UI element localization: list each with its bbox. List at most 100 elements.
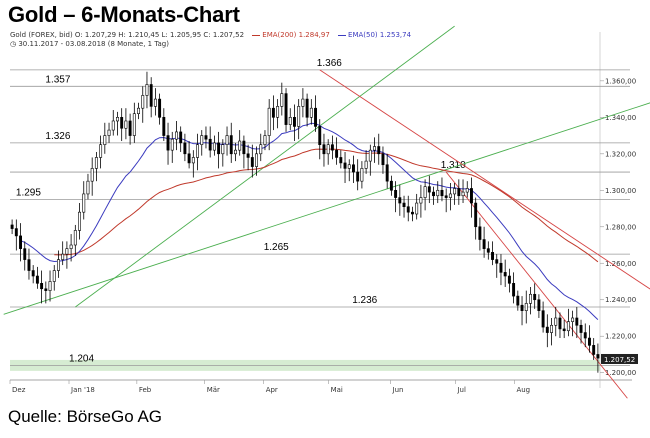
candle-body <box>457 188 461 197</box>
chart-legend: Gold (FOREX, bid) O: 1.207,29 H: 1.210,4… <box>10 31 411 39</box>
candle-body <box>23 248 27 260</box>
y-tick-label: 1.300,00 <box>605 187 636 195</box>
candle-body <box>478 226 482 240</box>
candle-body <box>284 93 288 125</box>
candle-body <box>360 168 364 182</box>
ema200-swatch <box>252 34 261 36</box>
chart-date-range: ◷ 30.11.2017 - 03.08.2018 (8 Monate, 1 T… <box>10 40 169 48</box>
candle-body <box>103 135 107 145</box>
level-label: 1.326 <box>45 131 70 142</box>
candle-body <box>503 272 507 277</box>
candle-body <box>545 326 549 333</box>
candle-body <box>124 120 128 129</box>
candle-body <box>276 106 280 118</box>
candle-body <box>575 317 579 326</box>
candle-body <box>427 186 431 193</box>
candle-body <box>440 189 444 197</box>
candle-body <box>529 293 532 304</box>
candle-body <box>453 188 457 195</box>
candle-body <box>385 164 389 182</box>
y-tick-label: 1.320,00 <box>605 150 636 158</box>
candle-body <box>524 303 528 311</box>
instrument-label: Gold (FOREX, bid) <box>10 31 73 39</box>
candle-body <box>415 202 419 215</box>
ema50-line <box>20 122 599 320</box>
x-tick-label: Jul <box>456 386 466 394</box>
candle-body <box>111 120 115 131</box>
candle-body <box>566 321 570 332</box>
candle-body <box>255 153 258 167</box>
candle-body <box>166 135 170 151</box>
candle-body <box>187 153 191 164</box>
candle-body <box>120 117 124 129</box>
candle-body <box>356 171 360 182</box>
candle-body <box>267 107 271 136</box>
candle-body <box>314 107 317 127</box>
candle-body <box>73 230 77 246</box>
candle-body <box>61 253 65 260</box>
candle-body <box>507 275 511 284</box>
candle-body <box>208 138 212 151</box>
x-tick-label: Apr <box>266 386 278 394</box>
x-tick-label: Feb <box>139 386 152 394</box>
candle-body <box>550 324 553 333</box>
ema50-value: 1.253,74 <box>379 31 412 39</box>
candle-body <box>141 95 145 109</box>
candle-body <box>94 157 98 169</box>
candle-body <box>318 126 322 145</box>
candle-body <box>35 275 39 284</box>
candle-body <box>444 195 448 198</box>
candle-body <box>474 202 478 228</box>
candle-body <box>554 317 558 326</box>
level-label: 1.236 <box>352 295 377 306</box>
candle-body <box>436 189 440 197</box>
date-range-detail: (8 Monate, 1 Tag) <box>107 40 169 48</box>
candle-body <box>301 98 305 107</box>
candle-body <box>448 193 452 198</box>
date-range: 30.11.2017 - 03.08.2018 <box>18 40 106 48</box>
x-tick-label: Mär <box>207 386 220 394</box>
candle-body <box>537 299 541 311</box>
candle-body <box>99 144 103 158</box>
candle-body <box>520 304 524 311</box>
candle-body <box>263 135 267 145</box>
candle-body <box>394 189 398 198</box>
candle-body <box>592 345 596 355</box>
candle-body <box>204 135 208 140</box>
candle-body <box>145 84 149 96</box>
candle-body <box>170 138 174 151</box>
y-tick-label: 1.260,00 <box>605 260 636 268</box>
candle-body <box>259 144 263 155</box>
candle-body <box>330 144 334 151</box>
candle-body <box>596 354 600 359</box>
candle-body <box>57 259 60 271</box>
y-tick-label: 1.200,00 <box>605 369 636 377</box>
candle-body <box>191 157 195 164</box>
candle-body <box>27 259 31 271</box>
chart-title: Gold – 6-Monats-Chart <box>8 2 240 27</box>
ema200-value: 1.284,97 <box>298 31 330 39</box>
candle-body <box>65 248 69 255</box>
candle-body <box>116 117 119 122</box>
candle-body <box>179 131 183 144</box>
candle-body <box>541 310 545 328</box>
candle-body <box>153 98 157 107</box>
y-tick-label: 1.220,00 <box>605 333 636 341</box>
uptrend-line-long <box>3 102 650 315</box>
candle-body <box>533 293 537 301</box>
x-tick-label: Jan '18 <box>70 386 95 394</box>
x-tick-label: Jun <box>392 386 404 394</box>
candle-body <box>588 337 591 346</box>
x-tick-label: Dez <box>12 386 26 394</box>
clock-icon: ◷ <box>10 40 17 48</box>
candle-body <box>52 270 56 282</box>
candle-body <box>149 84 153 107</box>
y-tick-label: 1.360,00 <box>605 77 636 85</box>
candle-body <box>196 144 199 158</box>
ema200-label: EMA(200) <box>262 31 297 39</box>
candle-body <box>402 202 406 208</box>
level-label: 1.357 <box>45 74 70 85</box>
candle-body <box>419 197 423 204</box>
candle-body <box>297 106 301 127</box>
